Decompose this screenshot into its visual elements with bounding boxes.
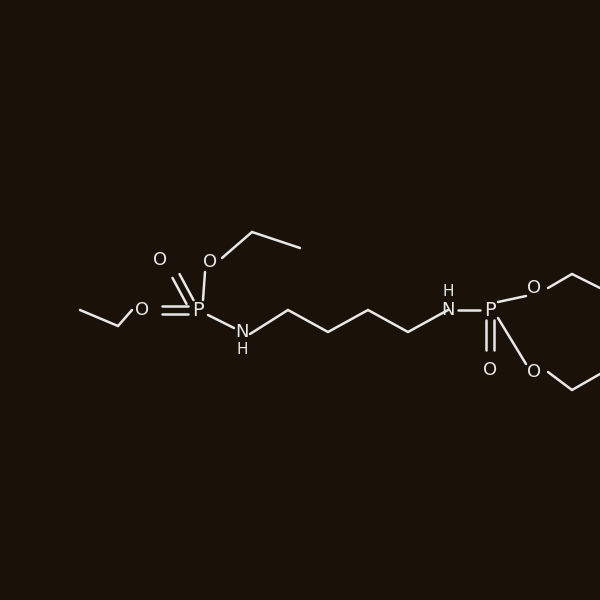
- Text: O: O: [203, 253, 217, 271]
- Text: N: N: [235, 323, 249, 341]
- Text: O: O: [527, 279, 541, 297]
- Text: O: O: [135, 301, 149, 319]
- Text: P: P: [192, 301, 204, 319]
- Text: O: O: [483, 361, 497, 379]
- Text: H: H: [236, 343, 248, 358]
- Text: O: O: [527, 363, 541, 381]
- Text: O: O: [153, 251, 167, 269]
- Text: H: H: [442, 284, 454, 299]
- Text: N: N: [441, 301, 455, 319]
- Text: P: P: [484, 301, 496, 319]
